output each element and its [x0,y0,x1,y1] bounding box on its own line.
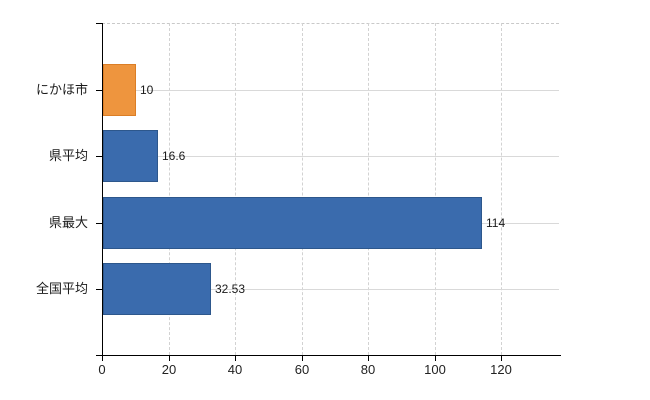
vertical-gridline [235,23,236,355]
bar[interactable] [103,64,136,116]
vertical-gridline [368,23,369,355]
category-label: にかほ市 [35,82,88,97]
x-axis-tick-label: 120 [490,362,512,377]
x-axis-tick [435,356,436,361]
x-axis-tick [102,356,103,361]
vertical-gridline [302,23,303,355]
bar[interactable] [103,263,211,315]
category-gridline [102,289,559,290]
vertical-gridline [169,23,170,355]
x-axis-line [96,355,561,356]
vertical-gridline [501,23,502,355]
category-gridline [102,156,559,157]
x-axis-tick-label: 0 [98,362,106,377]
y-axis-tick [96,289,102,290]
category-label: 県最大 [48,215,88,230]
bar[interactable] [103,197,482,249]
x-axis-tick-label: 100 [424,362,446,377]
category-label: 全国平均 [35,281,88,296]
bar-value-label: 114 [486,216,506,230]
x-axis-tick-label: 80 [360,362,376,377]
x-axis-tick-label: 40 [227,362,243,377]
x-axis-tick [501,356,502,361]
bar-value-label: 10 [140,83,154,97]
vertical-gridline [435,23,436,355]
category-label: 県平均 [48,148,88,163]
y-axis-tick [96,156,102,157]
x-axis-tick [235,356,236,361]
plot-top-border [102,23,559,24]
bar-value-label: 32.53 [215,282,246,296]
y-axis-line [102,23,103,356]
x-axis-tick [169,356,170,361]
x-axis-tick-label: 60 [294,362,310,377]
x-axis-tick [368,356,369,361]
bar[interactable] [103,130,158,182]
category-gridline [102,90,559,91]
x-axis-tick [302,356,303,361]
y-axis-top-cap [96,23,103,24]
y-axis-tick [96,90,102,91]
bar-value-label: 16.6 [162,149,186,163]
x-axis-tick-label: 20 [161,362,177,377]
y-axis-tick [96,223,102,224]
